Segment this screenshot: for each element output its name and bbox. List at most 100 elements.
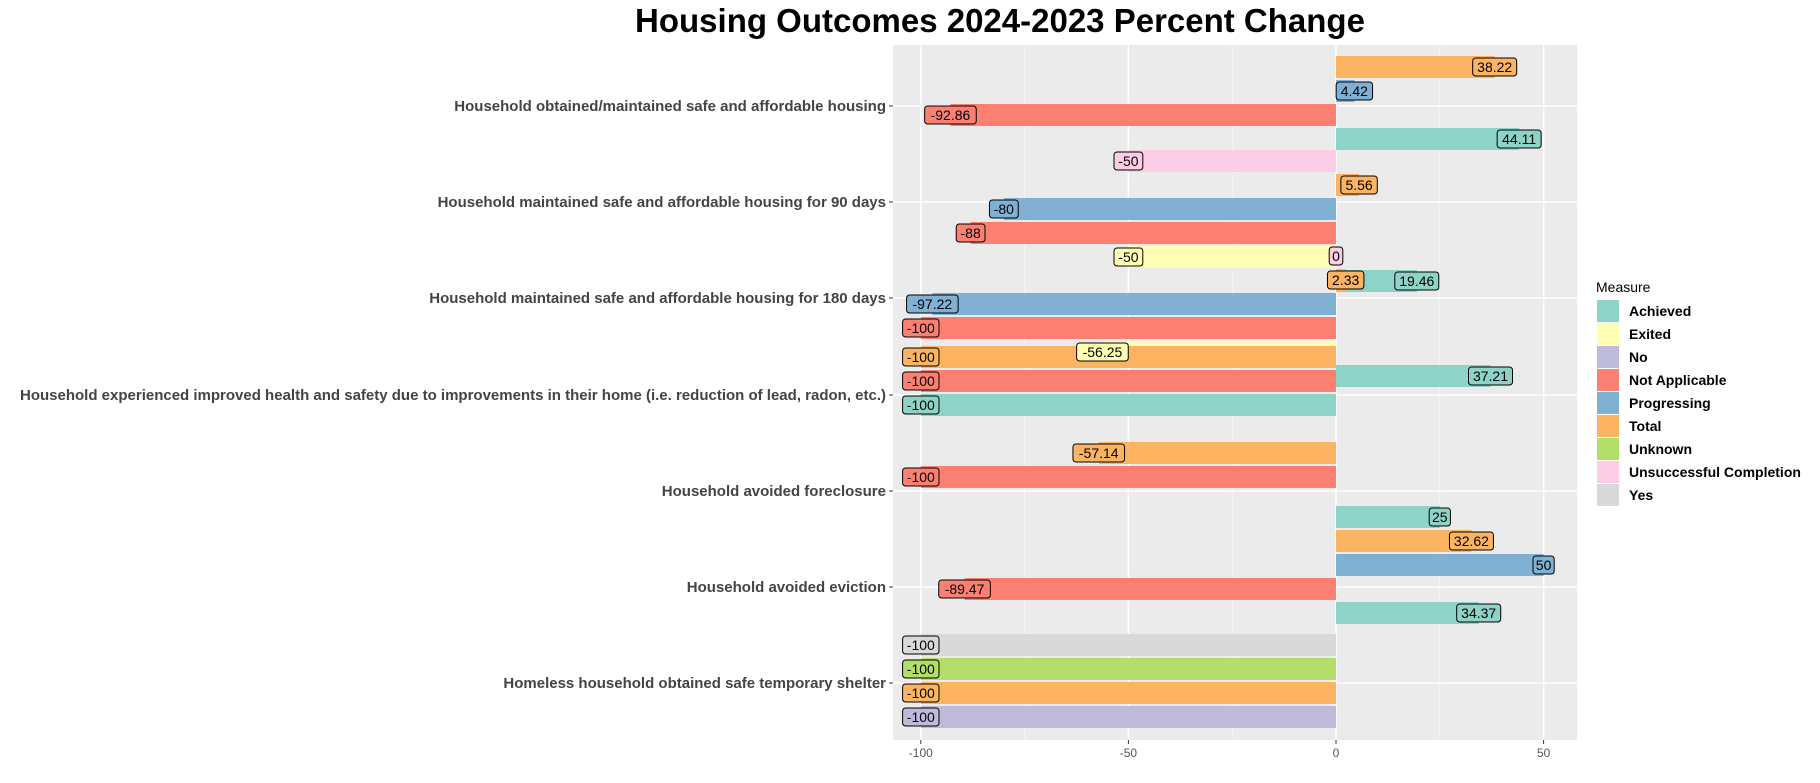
data-label: 44.11 bbox=[1502, 131, 1536, 147]
data-label: 38.22 bbox=[1477, 59, 1512, 75]
data-label-box bbox=[902, 707, 940, 727]
data-label-box bbox=[902, 318, 940, 338]
bar bbox=[920, 658, 1336, 680]
data-label: 37.21 bbox=[1473, 368, 1508, 384]
data-label: -100 bbox=[907, 709, 935, 725]
data-label: 5.56 bbox=[1345, 177, 1372, 193]
bars bbox=[920, 56, 1544, 728]
bar bbox=[920, 370, 1336, 392]
data-label-box bbox=[1448, 531, 1494, 551]
legend-swatch bbox=[1597, 415, 1619, 437]
data-label-box bbox=[1532, 555, 1555, 575]
data-label-box bbox=[1335, 81, 1374, 101]
data-label-box bbox=[1113, 247, 1144, 267]
bar bbox=[920, 634, 1336, 656]
data-label: -80 bbox=[994, 201, 1014, 217]
bar bbox=[920, 682, 1336, 704]
data-label-box bbox=[906, 294, 959, 314]
data-label-box bbox=[1467, 366, 1513, 386]
category-label: Homeless household obtained safe tempora… bbox=[503, 675, 886, 692]
data-label-box bbox=[1113, 151, 1144, 171]
legend-item: Total bbox=[1629, 418, 1661, 434]
x-axis: -100 -50 0 50 bbox=[909, 740, 1551, 760]
data-label: -57.14 bbox=[1079, 445, 1119, 461]
data-label-box bbox=[955, 223, 986, 243]
data-label-box bbox=[902, 371, 940, 391]
data-label: -100 bbox=[907, 685, 935, 701]
data-label: -100 bbox=[907, 397, 935, 413]
data-label: -88 bbox=[961, 225, 981, 241]
legend-item: Exited bbox=[1629, 326, 1671, 342]
bar bbox=[1336, 128, 1520, 150]
data-label-box bbox=[1472, 57, 1518, 77]
category-label: Household avoided foreclosure bbox=[662, 483, 886, 500]
legend-item: Progressing bbox=[1629, 395, 1711, 411]
bar bbox=[1128, 246, 1336, 268]
bar bbox=[920, 317, 1336, 339]
legend-item: Unsuccessful Completion bbox=[1629, 464, 1801, 480]
bar bbox=[1098, 442, 1336, 464]
data-label: -100 bbox=[907, 637, 935, 653]
data-label: 34.37 bbox=[1461, 605, 1496, 621]
data-labels: 38.22 4.42 -92.86 44.11 -50 5.56 -80 -88 -50 19.4… bbox=[902, 57, 1555, 727]
data-label-box bbox=[1076, 342, 1129, 362]
bar bbox=[964, 578, 1336, 600]
data-label-box bbox=[988, 199, 1019, 219]
category-axis: Household obtained/maintained safe and a… bbox=[20, 98, 893, 692]
data-label: -89.47 bbox=[945, 581, 985, 597]
data-label: -100 bbox=[907, 373, 935, 389]
data-label-box bbox=[902, 659, 940, 679]
legend-item: Unknown bbox=[1629, 441, 1692, 457]
data-label: 4.42 bbox=[1341, 83, 1368, 99]
category-label: Household maintained safe and affordable… bbox=[429, 290, 886, 307]
legend-swatch bbox=[1597, 323, 1619, 345]
data-label-box bbox=[1340, 175, 1378, 195]
legend: Measure Achieved Exited No Not Applicable Pr… bbox=[1596, 279, 1801, 506]
legend-swatch bbox=[1597, 484, 1619, 506]
data-label: -56.25 bbox=[1083, 344, 1123, 360]
legend-item: Yes bbox=[1629, 487, 1653, 503]
data-label: -100 bbox=[907, 661, 935, 677]
bar bbox=[920, 706, 1336, 728]
legend-swatch bbox=[1597, 392, 1619, 414]
legend-swatch bbox=[1597, 461, 1619, 483]
legend-item: Achieved bbox=[1629, 303, 1691, 319]
data-label: -50 bbox=[1118, 249, 1138, 265]
x-tick-label: -50 bbox=[1120, 746, 1138, 760]
bar bbox=[1336, 506, 1440, 528]
category-label: Household maintained safe and affordable… bbox=[438, 194, 886, 211]
data-label-box bbox=[1428, 507, 1451, 527]
category-label: Household avoided eviction bbox=[687, 579, 886, 596]
data-label: -100 bbox=[907, 320, 935, 336]
bar bbox=[1336, 530, 1472, 552]
data-label: 19.46 bbox=[1399, 273, 1434, 289]
data-label-box bbox=[938, 579, 991, 599]
data-label-box bbox=[1394, 271, 1440, 291]
legend-item: No bbox=[1629, 349, 1648, 365]
x-tick-label: 50 bbox=[1537, 746, 1551, 760]
bar bbox=[1336, 602, 1479, 624]
data-label: -92.86 bbox=[931, 107, 971, 123]
legend-swatch bbox=[1597, 300, 1619, 322]
data-label: 32.62 bbox=[1454, 533, 1489, 549]
bar bbox=[932, 293, 1336, 315]
x-tick-label: -100 bbox=[909, 746, 933, 760]
bar bbox=[1336, 56, 1495, 78]
data-label-box bbox=[902, 635, 940, 655]
legend-swatch bbox=[1597, 438, 1619, 460]
category-label: Household experienced improved health an… bbox=[20, 387, 886, 404]
legend-item: Not Applicable bbox=[1629, 372, 1727, 388]
chart-title: Housing Outcomes 2024-2023 Percent Chang… bbox=[635, 2, 1365, 39]
data-label: -100 bbox=[907, 349, 935, 365]
data-label-box bbox=[1328, 246, 1344, 266]
data-label-box bbox=[1496, 129, 1542, 149]
data-label: -97.22 bbox=[912, 296, 952, 312]
bar bbox=[950, 104, 1336, 126]
data-label-box bbox=[924, 105, 977, 125]
category-label: Household obtained/maintained safe and a… bbox=[454, 98, 886, 115]
data-label-box bbox=[902, 347, 940, 367]
bar bbox=[1003, 198, 1336, 220]
legend-title: Measure bbox=[1596, 279, 1651, 295]
data-label: -50 bbox=[1118, 153, 1138, 169]
